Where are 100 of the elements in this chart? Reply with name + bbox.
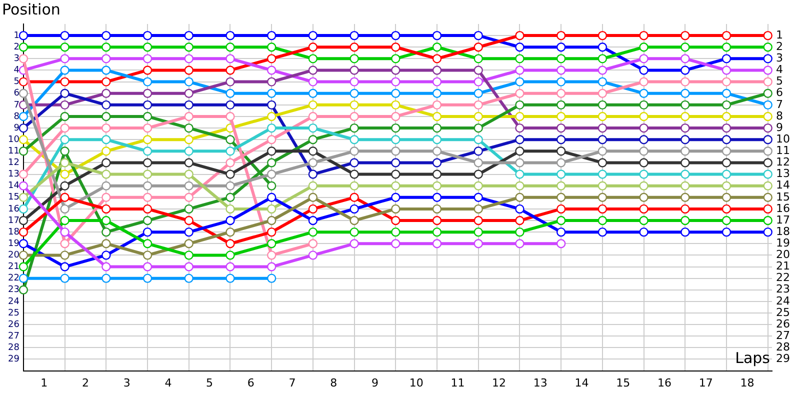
point (60, 192, 70, 202)
y-tick-label: 8 (14, 112, 20, 122)
point (763, 158, 772, 168)
point (391, 239, 400, 248)
point (474, 227, 483, 237)
point (556, 54, 566, 64)
point (722, 192, 732, 202)
point (432, 123, 442, 133)
point (18, 250, 28, 260)
point (266, 123, 276, 133)
point (266, 112, 276, 122)
point (184, 181, 194, 190)
x-tick-label: 12 (492, 376, 506, 390)
point (680, 100, 690, 110)
point (184, 66, 194, 75)
point (432, 227, 442, 237)
y2-tick-label: 9 (776, 120, 784, 134)
point (598, 146, 608, 156)
point (142, 42, 152, 52)
point (515, 158, 524, 168)
point (474, 123, 483, 133)
point (226, 88, 235, 98)
point (598, 30, 608, 40)
point (60, 158, 70, 168)
point (102, 239, 111, 248)
point (308, 170, 318, 179)
point (639, 158, 648, 168)
point (350, 54, 359, 64)
point (722, 30, 732, 40)
point (226, 227, 235, 237)
point (350, 77, 359, 86)
point (763, 30, 772, 40)
point (18, 77, 28, 86)
point (598, 77, 608, 86)
point (102, 170, 111, 179)
point (639, 227, 648, 237)
point (556, 30, 566, 40)
point (142, 146, 152, 156)
point (515, 170, 524, 179)
point (391, 42, 400, 52)
point (680, 216, 690, 226)
point (639, 146, 648, 156)
y-tick-label: 22 (8, 274, 20, 284)
point (432, 135, 442, 144)
y-tick-label: 28 (8, 343, 20, 354)
point (639, 204, 648, 214)
point (515, 239, 524, 248)
y-tick-label: 20 (8, 250, 20, 261)
x-axis-title: Laps (735, 349, 770, 368)
point (598, 54, 608, 64)
point (226, 135, 235, 144)
point (432, 239, 442, 248)
point (680, 54, 690, 64)
point (226, 77, 235, 86)
point (266, 30, 276, 40)
y2-tick-label: 15 (776, 190, 790, 204)
point (266, 54, 276, 64)
point (350, 239, 359, 248)
point (184, 30, 194, 40)
point (515, 192, 524, 202)
point (18, 146, 28, 156)
point (474, 66, 483, 75)
x-tick-label: 10 (409, 376, 424, 390)
point (18, 181, 28, 190)
point (102, 66, 111, 75)
point (102, 274, 111, 283)
point (60, 135, 70, 144)
point (226, 216, 235, 226)
point (266, 158, 276, 168)
point (18, 274, 28, 283)
point (226, 66, 235, 75)
point (102, 181, 111, 190)
point (308, 158, 318, 168)
y-tick-label: 12 (8, 158, 20, 168)
y2-tick-label: 4 (776, 63, 784, 76)
point (432, 100, 442, 110)
x-tick-label: 7 (288, 376, 296, 390)
point (722, 77, 732, 86)
point (639, 77, 648, 86)
point (18, 112, 28, 122)
y-tick-label: 14 (8, 181, 20, 192)
point (60, 239, 70, 248)
point (266, 146, 276, 156)
y-tick-label: 26 (8, 320, 20, 330)
point (515, 100, 524, 110)
point (391, 112, 400, 122)
point (184, 170, 194, 179)
point (763, 112, 772, 122)
point (474, 181, 483, 190)
point (680, 181, 690, 190)
point (142, 250, 152, 260)
point (142, 77, 152, 86)
point (184, 216, 194, 226)
point (226, 204, 235, 214)
point (350, 227, 359, 237)
y-tick-label: 25 (8, 308, 20, 318)
point (60, 146, 70, 156)
point (598, 204, 608, 214)
point (308, 77, 318, 86)
point (60, 66, 70, 75)
